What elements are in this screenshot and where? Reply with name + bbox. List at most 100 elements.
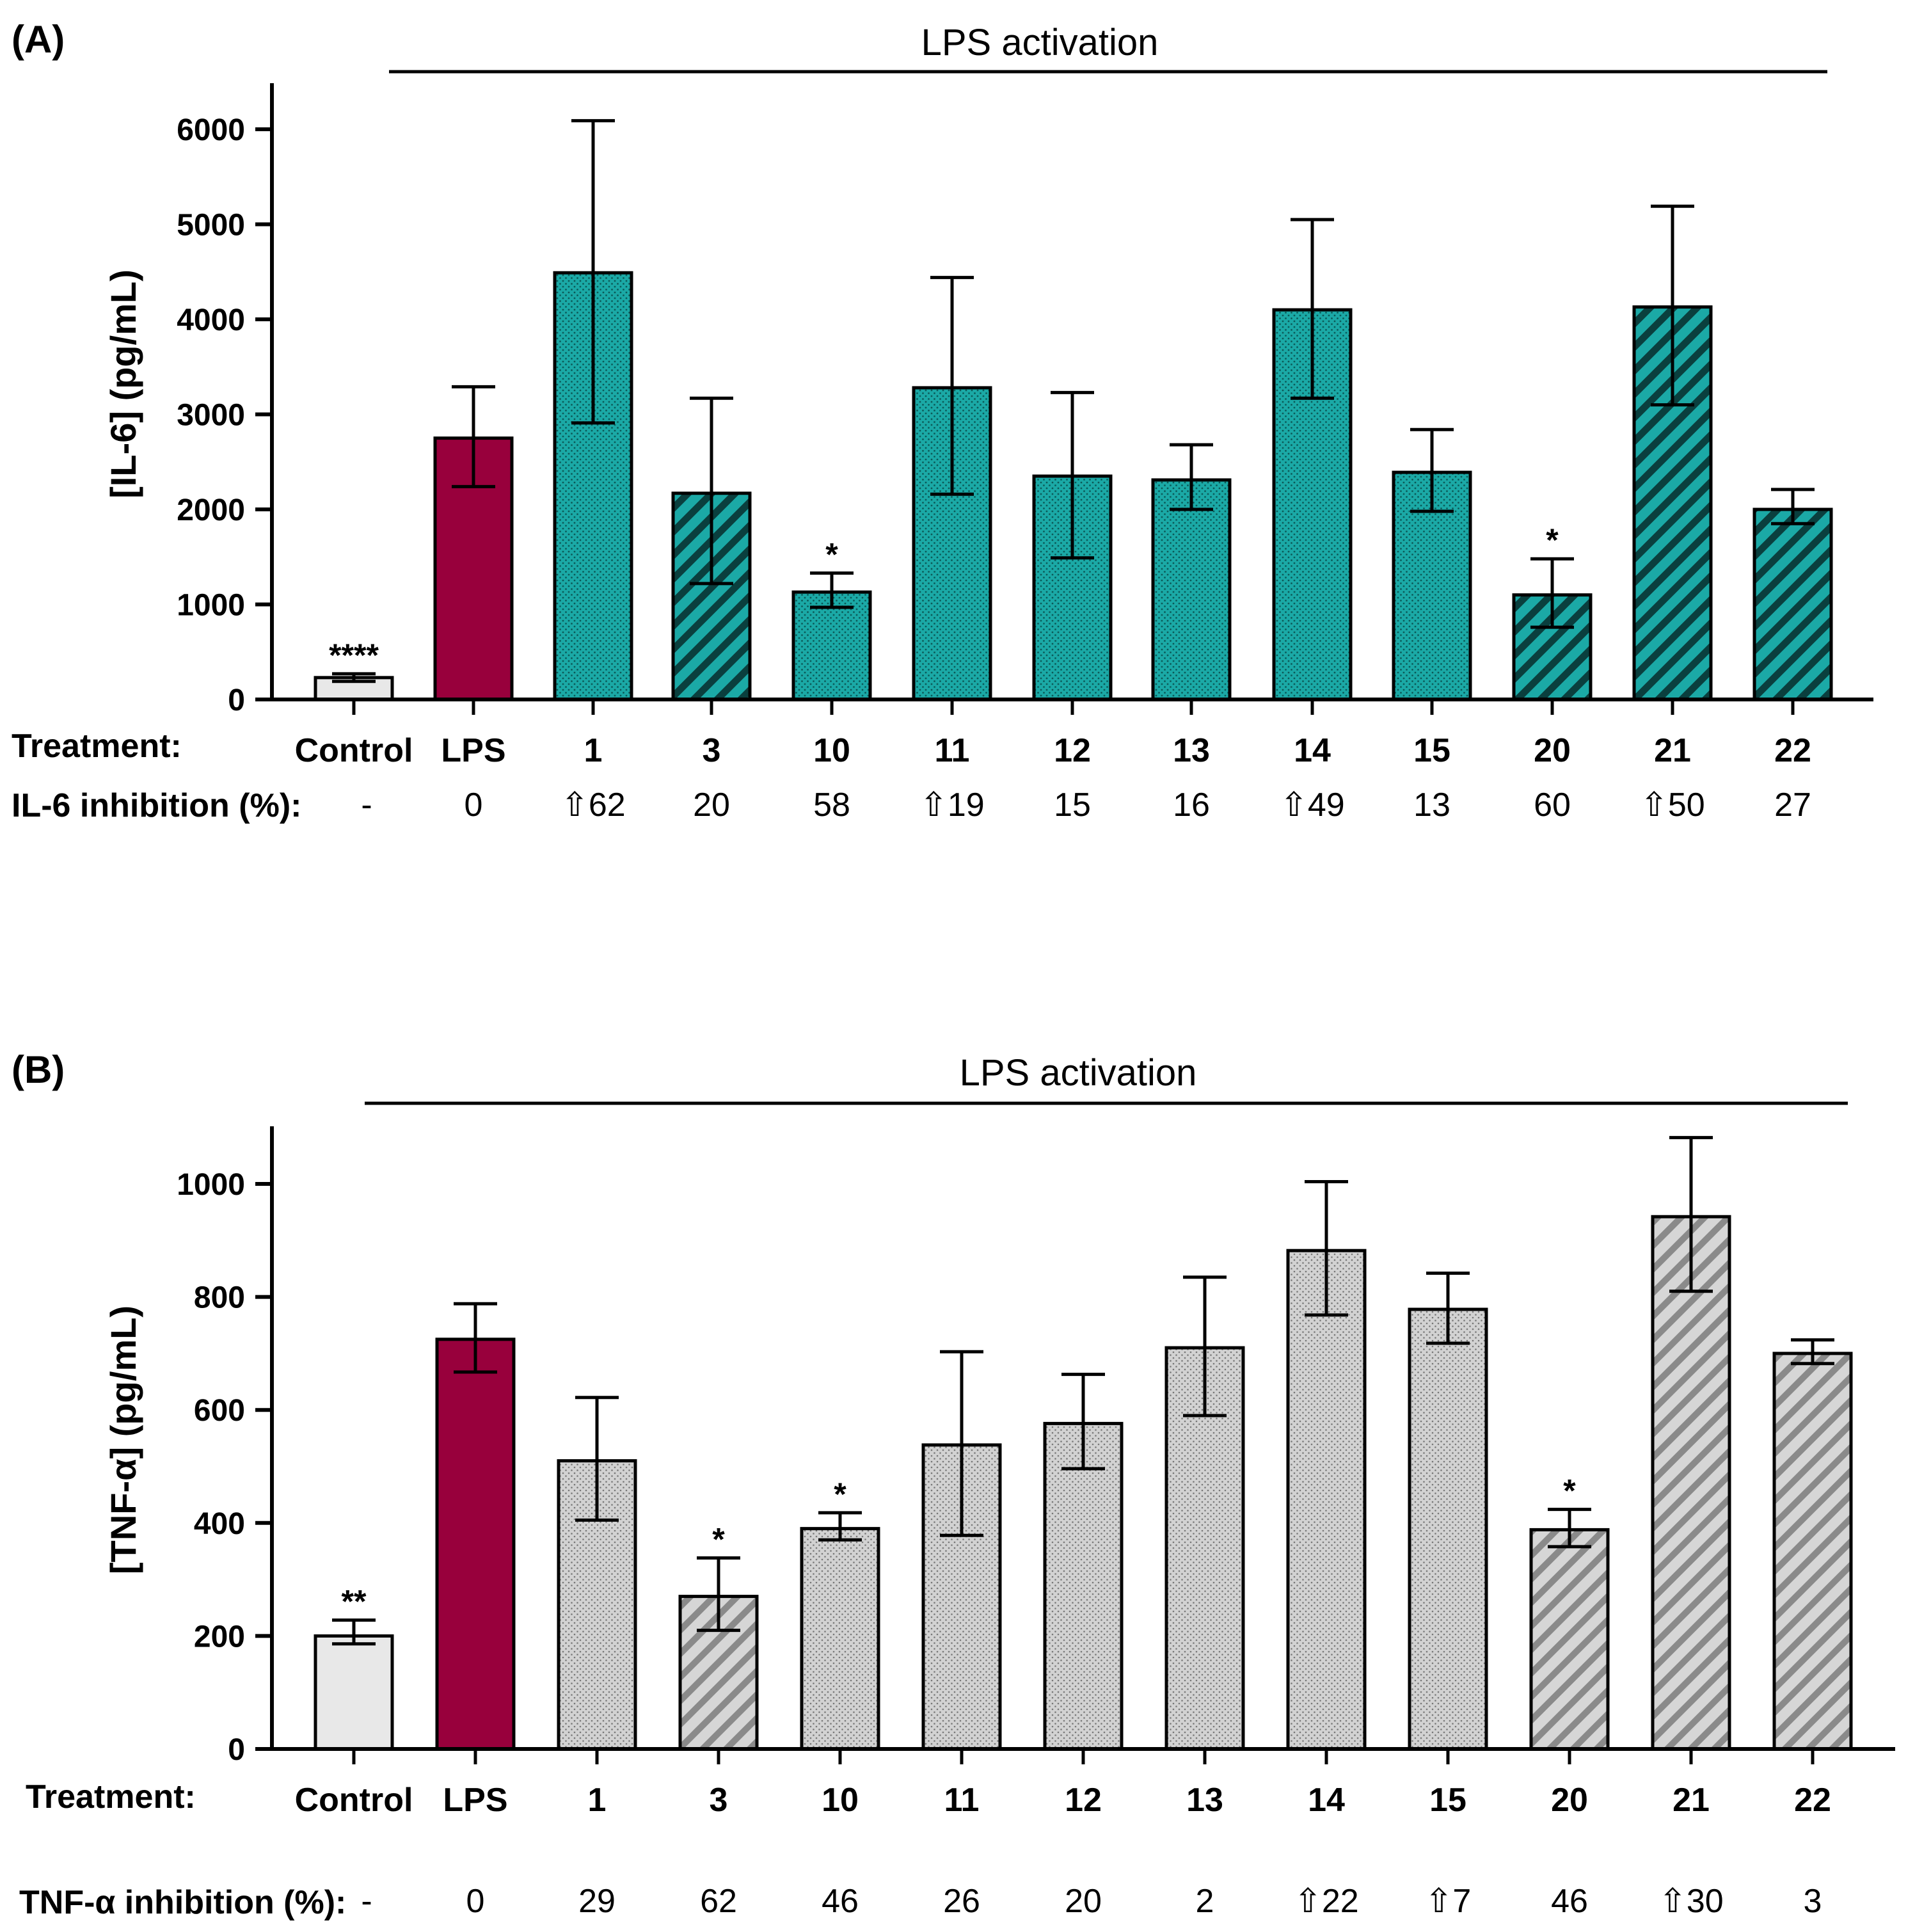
panel-a-x-tick-label: 10 — [813, 732, 850, 769]
panel-a-y-tick-label: 1000 — [177, 589, 245, 623]
panel-a-inhibition-value: ⇧49 — [1280, 786, 1344, 824]
panel-b-x-tick-label: 11 — [944, 1782, 980, 1819]
panel-b-bar-control — [314, 1634, 394, 1751]
panel-a-inhibition-value: 15 — [1054, 786, 1091, 824]
panel-b: (B) LPS activation [TNF-α] (pg/mL) 02004… — [12, 1048, 1895, 1921]
panel-a-x-tick-label: 12 — [1054, 732, 1091, 769]
panel-b-bar-12 — [1043, 1421, 1124, 1751]
panel-b-treatment-label: Treatment: — [26, 1778, 196, 1816]
panel-b-bar-lps — [435, 1337, 516, 1751]
panel-b-y-tick-label: 0 — [228, 1733, 245, 1767]
panel-a-x-tick-label: 3 — [703, 732, 721, 769]
panel-a-y-axis: 0 1000 2000 3000 4000 5000 6000 — [177, 113, 272, 717]
panel-b-x-tick-label: 13 — [1186, 1782, 1223, 1819]
panel-b-y-tick-label: 1000 — [177, 1168, 245, 1202]
panel-a-significance-label: * — [825, 536, 838, 572]
panel-a-significance-label: **** — [329, 637, 379, 673]
panel-b-y-tick-label: 400 — [194, 1507, 245, 1541]
panel-b-x-axis: Control - LPS 0 1 29 3 62 10 46 11 26 12 20 13 2 14 ⇧22 15… — [295, 1749, 1831, 1920]
panel-b-inhibition-value: 62 — [700, 1883, 737, 1920]
panel-a-inhibition-value: 0 — [465, 786, 483, 824]
panel-a-label: (A) — [12, 18, 65, 61]
panel-b-x-tick-label: 21 — [1673, 1782, 1710, 1819]
panel-b-bar-15 — [1408, 1307, 1488, 1751]
panel-a-error-bars: ***** * — [329, 119, 1815, 683]
panel-a-x-tick-label: 14 — [1294, 732, 1331, 769]
panel-b-x-tick-label: 20 — [1551, 1782, 1588, 1819]
panel-b-bar-21 — [1651, 1215, 1731, 1751]
panel-a-x-tick-label: Control — [295, 732, 413, 769]
panel-a-x-tick-label: 13 — [1173, 732, 1210, 769]
panel-b-bar-22 — [1772, 1352, 1853, 1751]
panel-b-bar-20 — [1529, 1528, 1610, 1751]
panel-a-activation-label: LPS activation — [921, 22, 1159, 63]
panel-b-inhibition-value: 26 — [943, 1883, 980, 1920]
panel-b-x-tick-label: 14 — [1308, 1782, 1345, 1819]
panel-b-inhibition-value: 0 — [466, 1883, 485, 1920]
panel-a-y-tick-label: 2000 — [177, 493, 245, 527]
panel-b-inhibition-value: ⇧22 — [1294, 1883, 1358, 1920]
panel-b-y-tick-label: 800 — [194, 1281, 245, 1315]
panel-a-inhibition-value: ⇧19 — [919, 786, 984, 824]
panel-b-y-tick-label: 200 — [194, 1620, 245, 1654]
panel-a-inhibition-value: 58 — [813, 786, 850, 824]
panel-b-x-tick-label: Control — [295, 1782, 413, 1819]
panel-b-bar-10 — [800, 1527, 880, 1751]
panel-b-significance-label: * — [834, 1476, 846, 1512]
panel-a-inhibition-value: 20 — [693, 786, 730, 824]
panel-b-label: (B) — [12, 1048, 65, 1091]
panel-b-inhibition-value: - — [361, 1883, 372, 1920]
panel-b-x-tick-label: LPS — [443, 1782, 507, 1819]
panel-a-x-axis: Control - LPS 0 1 ⇧62 3 20 10 58 11 ⇧19 12 15 13 16 14 ⇧4… — [295, 699, 1811, 824]
panel-b-significance-label: * — [1563, 1473, 1576, 1509]
panel-b-bar-14 — [1286, 1249, 1367, 1751]
panel-b-significance-label: * — [712, 1522, 725, 1558]
panel-a-inhibition-value: ⇧62 — [560, 786, 625, 824]
panel-a-significance-label: * — [1546, 522, 1559, 558]
panel-b-inhibition-value: 29 — [578, 1883, 616, 1920]
panel-b-inhibition-value: 46 — [1551, 1883, 1588, 1920]
panel-b-error-bars: **** * — [332, 1136, 1834, 1646]
panel-b-x-tick-label: 12 — [1065, 1782, 1102, 1819]
panel-b-activation-label: LPS activation — [960, 1052, 1197, 1094]
panel-b-x-tick-label: 1 — [588, 1782, 607, 1819]
panel-a-inhibition-value: - — [361, 786, 372, 824]
panel-a-y-tick-label: 3000 — [177, 399, 245, 433]
panel-a-x-tick-label: LPS — [441, 732, 505, 769]
panel-b-y-tick-label: 600 — [194, 1394, 245, 1428]
panel-a-y-tick-label: 0 — [228, 683, 245, 717]
panel-a-inhibition-value: 60 — [1534, 786, 1571, 824]
panel-b-x-tick-label: 22 — [1794, 1782, 1831, 1819]
panel-a-inhibition-value: ⇧50 — [1640, 786, 1704, 824]
panel-b-inhibition-value: 46 — [822, 1883, 859, 1920]
panel-a-x-tick-label: 20 — [1534, 732, 1571, 769]
panel-b-y-axis-label: [TNF-α] (pg/mL) — [103, 1305, 143, 1574]
panel-b-x-tick-label: 10 — [822, 1782, 859, 1819]
panel-a-bar-22 — [1752, 507, 1833, 701]
panel-b-significance-label: ** — [342, 1584, 367, 1620]
panel-a-y-axis-label: [IL-6] (pg/mL) — [103, 269, 143, 499]
panel-a-bar-13 — [1151, 478, 1232, 701]
panel-a-y-tick-label: 5000 — [177, 209, 245, 243]
panel-b-y-axis: 0 200 400 600 800 1000 — [177, 1168, 272, 1767]
panel-b-inhibition-value: 3 — [1804, 1883, 1822, 1920]
panel-a-y-tick-label: 4000 — [177, 303, 245, 337]
panel-a-x-tick-label: 21 — [1654, 732, 1691, 769]
panel-b-inhibition-label: TNF-α inhibition (%): — [19, 1884, 346, 1921]
panel-b-x-tick-label: 15 — [1429, 1782, 1466, 1819]
panel-a-inhibition-value: 16 — [1173, 786, 1210, 824]
panel-b-inhibition-value: ⇧7 — [1425, 1883, 1472, 1920]
panel-a-inhibition-label: IL-6 inhibition (%): — [12, 787, 301, 824]
panel-a-x-tick-label: 22 — [1774, 732, 1811, 769]
panel-a-x-tick-label: 11 — [935, 732, 970, 769]
panel-a-inhibition-value: 27 — [1774, 786, 1811, 824]
panel-b-x-tick-label: 3 — [710, 1782, 728, 1819]
panel-a-y-tick-label: 6000 — [177, 113, 245, 147]
panel-a-x-tick-label: 15 — [1413, 732, 1450, 769]
panel-a-x-tick-label: 1 — [584, 732, 603, 769]
panel-b-bars — [314, 1215, 1853, 1751]
panel-b-inhibition-value: ⇧30 — [1658, 1883, 1723, 1920]
panel-b-inhibition-value: 2 — [1196, 1883, 1214, 1920]
panel-a-treatment-label: Treatment: — [12, 728, 182, 765]
